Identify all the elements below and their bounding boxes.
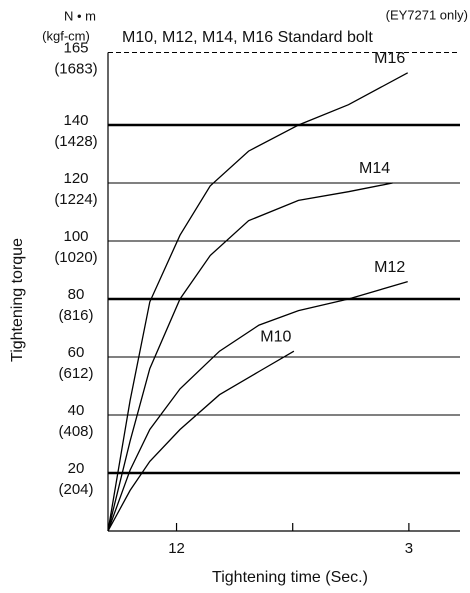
x-tick-label: 3: [405, 540, 413, 557]
chart-title: M10, M12, M14, M16 Standard bolt: [122, 29, 373, 46]
y2-tick-label: (204): [58, 481, 93, 498]
y-tick-label: 140: [63, 112, 88, 129]
y-tick-label: 40: [68, 402, 85, 419]
curve: [107, 350, 295, 532]
series-label: M14: [359, 160, 390, 177]
y-tick-label: 100: [63, 228, 88, 245]
y2-tick-label: (408): [58, 423, 93, 440]
series-label: M12: [374, 259, 405, 276]
note: (EY7271 only): [386, 7, 468, 22]
curve: [107, 72, 409, 532]
y-tick-label: 80: [68, 286, 85, 303]
y2-tick-label: (1020): [54, 249, 97, 266]
y2-tick-label: (1224): [54, 191, 97, 208]
y2-tick-label: (1683): [54, 60, 97, 77]
y-axis-label: Tightening torque: [9, 238, 26, 362]
x-tick-label: 12: [168, 540, 185, 557]
y2-tick-label: (612): [58, 365, 93, 382]
curve: [107, 280, 408, 532]
series-label: M10: [260, 328, 291, 345]
y-tick-label: 60: [68, 344, 85, 361]
x-axis-label: Tightening time (Sec.): [212, 569, 368, 586]
y2-tick-label: (1428): [54, 133, 97, 150]
y-unit: N • m: [64, 8, 96, 23]
y-tick-label: 20: [68, 460, 85, 477]
y-tick-label: 120: [63, 170, 88, 187]
y2-tick-label: (816): [58, 307, 93, 324]
curve: [107, 182, 393, 532]
y-tick-label: 165: [63, 39, 88, 56]
series-label: M16: [374, 50, 405, 67]
y2-unit: (kgf-cm): [42, 28, 90, 43]
